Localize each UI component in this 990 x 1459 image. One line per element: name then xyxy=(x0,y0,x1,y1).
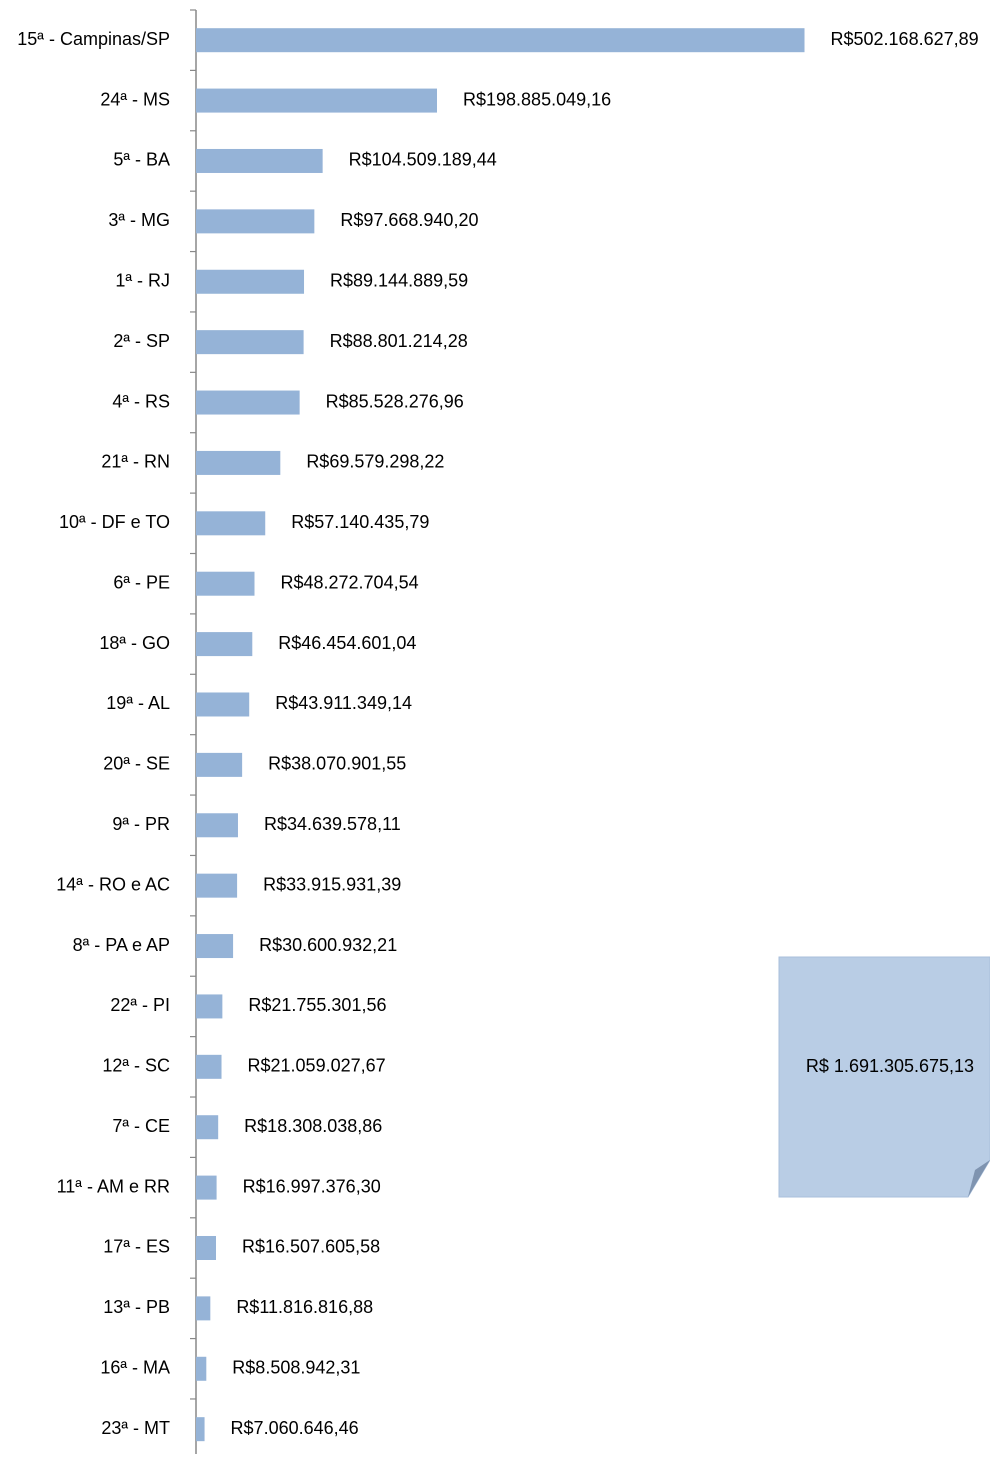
value-label: R$16.997.376,30 xyxy=(243,1176,381,1196)
y-tick-label: 4ª - RS xyxy=(112,391,170,411)
value-label: R$57.140.435,79 xyxy=(291,512,429,532)
bar xyxy=(196,934,234,959)
value-label: R$16.507.605,58 xyxy=(242,1237,380,1257)
y-tick-label: 6ª - PE xyxy=(113,572,170,592)
y-tick-label: 10ª - DF e TO xyxy=(59,512,170,532)
bar xyxy=(196,813,238,838)
note-shape xyxy=(778,956,990,1198)
value-label: R$69.579.298,22 xyxy=(306,452,444,472)
value-label: R$48.272.704,54 xyxy=(280,572,418,592)
value-label: R$502.168.627,89 xyxy=(831,29,979,49)
bar xyxy=(196,1356,207,1381)
value-label: R$8.508.942,31 xyxy=(232,1358,360,1378)
annotation-note: R$ 1.691.305.675,13 xyxy=(778,956,990,1198)
value-label: R$88.801.214,28 xyxy=(330,331,468,351)
bar xyxy=(196,1235,217,1260)
value-label: R$34.639.578,11 xyxy=(264,814,401,834)
y-tick-label: 2ª - SP xyxy=(113,331,170,351)
y-tick-label: 21ª - RN xyxy=(101,452,170,472)
y-tick-label: 20ª - SE xyxy=(103,754,170,774)
y-tick-label: 23ª - MT xyxy=(101,1418,170,1438)
bar xyxy=(196,148,323,173)
bar xyxy=(196,390,300,415)
value-label: R$104.509.189,44 xyxy=(349,150,497,170)
value-label: R$7.060.646,46 xyxy=(231,1418,359,1438)
bar xyxy=(196,632,253,657)
value-label: R$21.755.301,56 xyxy=(248,995,386,1015)
y-tick-label: 7ª - CE xyxy=(112,1116,170,1136)
y-tick-label: 11ª - AM e RR xyxy=(57,1176,170,1196)
bar xyxy=(196,450,281,475)
bar xyxy=(196,1417,205,1442)
value-label: R$85.528.276,96 xyxy=(326,391,464,411)
bar xyxy=(196,330,304,355)
note-text: R$ 1.691.305.675,13 xyxy=(806,1056,974,1076)
value-label: R$18.308.038,86 xyxy=(244,1116,382,1136)
bar xyxy=(196,571,255,596)
bar xyxy=(196,28,805,53)
value-label: R$97.668.940,20 xyxy=(340,210,478,230)
y-tick-label: 16ª - MA xyxy=(100,1358,170,1378)
bar xyxy=(196,511,266,536)
value-label: R$198.885.049,16 xyxy=(463,89,611,109)
bar xyxy=(196,269,305,294)
y-tick-label: 8ª - PA e AP xyxy=(73,935,170,955)
value-label: R$33.915.931,39 xyxy=(263,874,401,894)
y-tick-label: 18ª - GO xyxy=(99,633,170,653)
y-tick-label: 19ª - AL xyxy=(106,693,170,713)
y-tick-label: 3ª - MG xyxy=(108,210,170,230)
y-tick-label: 9ª - PR xyxy=(112,814,170,834)
note-fold xyxy=(968,1160,990,1197)
bar xyxy=(196,994,223,1019)
bar xyxy=(196,88,438,113)
bar xyxy=(196,692,250,717)
bar xyxy=(196,209,315,234)
value-label: R$38.070.901,55 xyxy=(268,754,406,774)
value-label: R$46.454.601,04 xyxy=(278,633,416,653)
y-tick-label: 22ª - PI xyxy=(110,995,170,1015)
y-tick-label: 5ª - BA xyxy=(113,150,170,170)
y-tick-label: 24ª - MS xyxy=(100,89,170,109)
y-tick-label: 1ª - RJ xyxy=(115,271,170,291)
bar xyxy=(196,1115,219,1140)
value-label: R$43.911.349,14 xyxy=(275,693,412,713)
y-tick-label: 14ª - RO e AC xyxy=(56,874,170,894)
y-tick-label: 15ª - Campinas/SP xyxy=(17,29,170,49)
value-label: R$30.600.932,21 xyxy=(259,935,397,955)
value-label: R$89.144.889,59 xyxy=(330,271,468,291)
bar xyxy=(196,752,243,777)
value-label: R$11.816.816,88 xyxy=(236,1297,373,1317)
y-tick-label: 13ª - PB xyxy=(103,1297,170,1317)
bar xyxy=(196,1175,217,1200)
value-label: R$21.059.027,67 xyxy=(248,1056,386,1076)
y-tick-label: 17ª - ES xyxy=(103,1237,170,1257)
bar xyxy=(196,873,238,898)
y-tick-label: 12ª - SC xyxy=(102,1056,170,1076)
bar xyxy=(196,1054,222,1079)
bar xyxy=(196,1296,211,1321)
